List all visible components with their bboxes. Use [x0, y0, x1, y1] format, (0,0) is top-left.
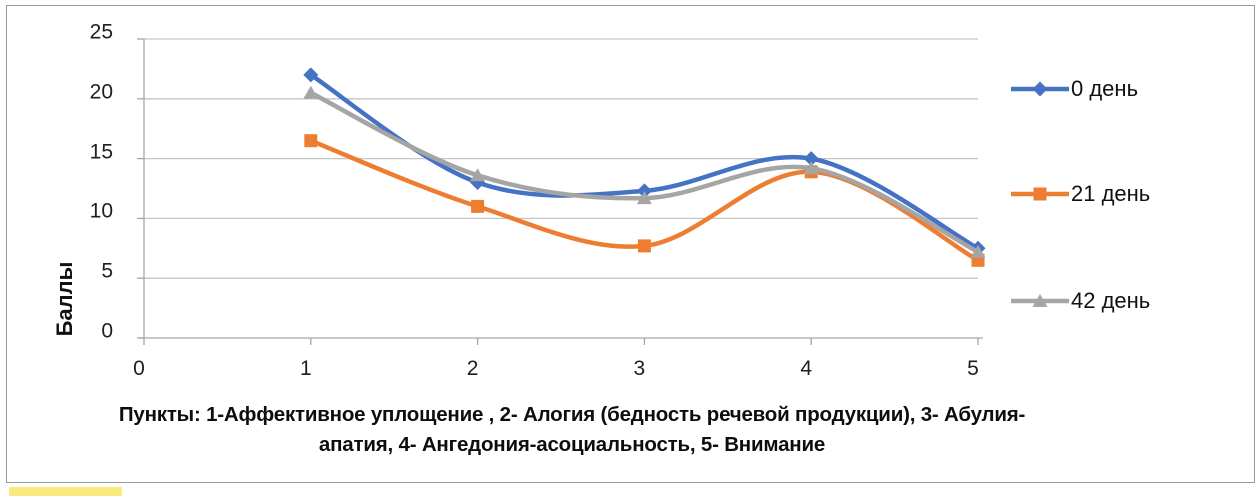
series-line — [308, 72, 981, 251]
y-axis-title: Баллы — [52, 261, 77, 337]
square-marker — [1033, 187, 1047, 201]
y-tick-label: 0 — [101, 319, 113, 343]
diamond-marker — [970, 240, 986, 256]
legend-entry-2: 21 день — [1010, 181, 1150, 207]
diamond-marker — [1032, 81, 1048, 97]
triangle-marker — [303, 85, 319, 99]
legend-entry-3: 42 день — [1010, 288, 1150, 314]
triangle-marker — [636, 191, 652, 205]
square-marker — [304, 134, 318, 148]
triangle-marker — [470, 168, 486, 182]
x-tick-label: 1 — [299, 357, 312, 380]
square-marker — [471, 199, 485, 213]
x-tick-label: 5 — [967, 357, 979, 380]
x-tick-label: 2 — [466, 357, 479, 380]
triangle-marker — [1032, 294, 1048, 307]
triangle-marker — [970, 244, 986, 258]
x-tick-label: 3 — [633, 357, 646, 380]
y-tick-label: 10 — [89, 199, 113, 223]
caption-line-1: Пункты: 1-Аффективное уплощение , 2- Ало… — [118, 403, 1026, 426]
legend-label: 21 день — [1071, 181, 1151, 206]
highlighted-text-strip — [9, 487, 122, 496]
legend-label: 0 день — [1071, 76, 1139, 101]
y-tick-label: 25 — [89, 20, 113, 44]
legend-marker — [1011, 187, 1069, 201]
x-tick-label: 0 — [133, 357, 145, 380]
series-line — [308, 90, 981, 255]
legend-marker — [1011, 81, 1069, 97]
diamond-marker — [636, 183, 652, 199]
y-tick-label: 5 — [101, 259, 113, 283]
caption: Пункты: 1-Аффективное уплощение , 2- Ало… — [47, 400, 1097, 460]
chart-frame: 0 5 10 15 20 25 0 1 2 3 4 5 Баллы 0 день 21 день 42 … — [6, 5, 1255, 483]
square-marker — [971, 253, 985, 267]
caption-line-2: апатия, 4- Ангедония-асоциальность, 5- В… — [318, 433, 826, 456]
y-tick-label: 20 — [89, 80, 113, 104]
legend-marker — [1011, 294, 1069, 307]
legend-entry-1: 0 день — [1010, 76, 1138, 102]
square-marker — [804, 165, 818, 179]
y-tick-label: 15 — [89, 140, 113, 164]
x-tick-label: 4 — [800, 357, 813, 380]
diamond-marker — [470, 175, 486, 190]
series-line — [308, 138, 981, 263]
diamond-marker — [303, 67, 319, 83]
triangle-marker — [803, 161, 819, 175]
diamond-marker — [803, 151, 819, 167]
square-marker — [637, 239, 651, 253]
legend-label: 42 день — [1071, 288, 1151, 313]
